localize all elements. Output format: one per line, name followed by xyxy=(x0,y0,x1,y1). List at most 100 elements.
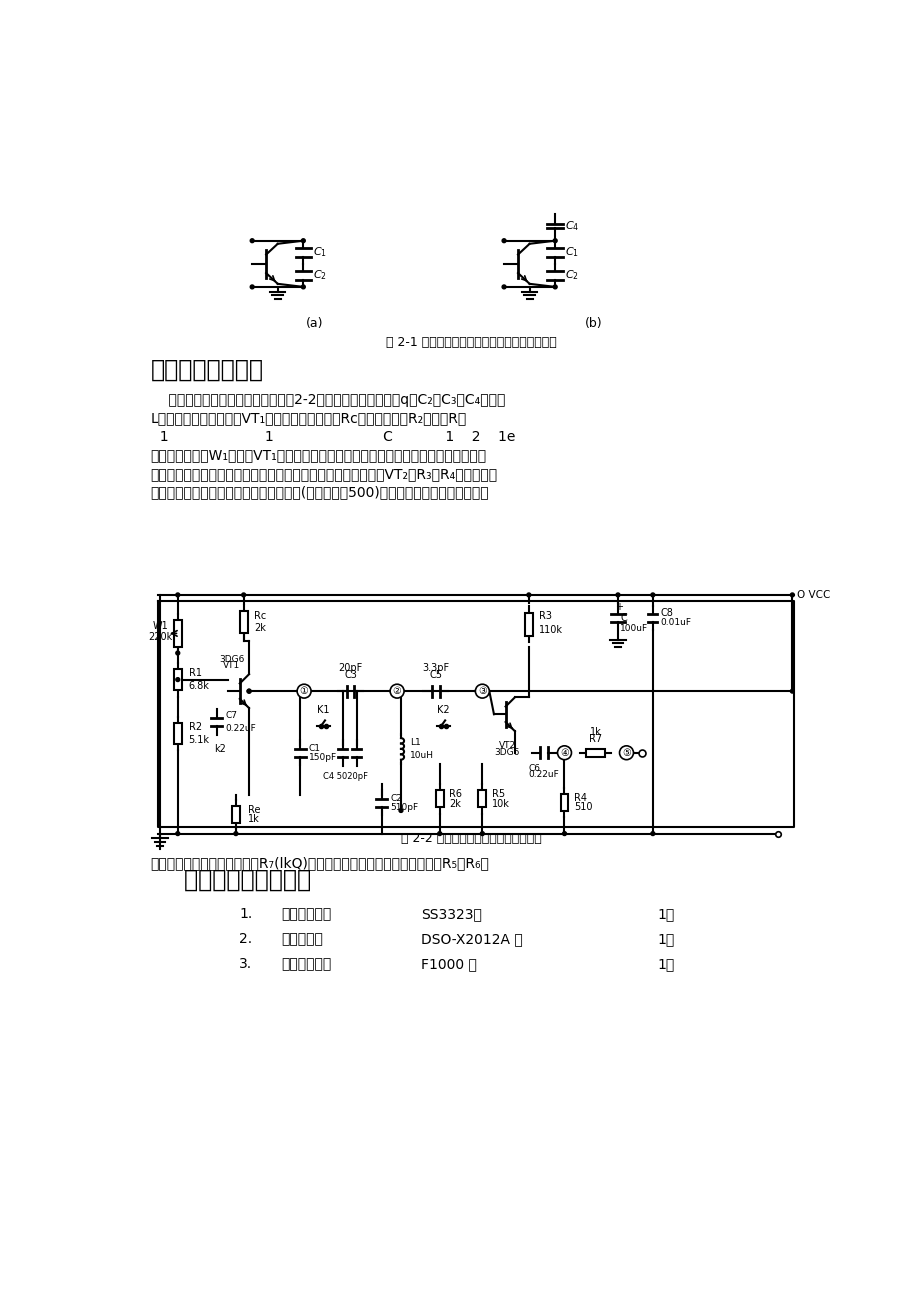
Circle shape xyxy=(552,285,557,289)
Circle shape xyxy=(502,285,505,289)
Text: 四、实验仪器及设备: 四、实验仪器及设备 xyxy=(151,868,311,892)
Circle shape xyxy=(651,832,654,836)
Text: 100uF: 100uF xyxy=(619,624,648,633)
Text: 隔离作用的射随器。另外，为了用频率计(输入阻抗为500)测量振荡器工作频率时不影响: 隔离作用的射随器。另外，为了用频率计(输入阻抗为500)测量振荡器工作频率时不影… xyxy=(151,486,489,499)
Text: R2: R2 xyxy=(188,723,201,732)
Circle shape xyxy=(437,832,441,836)
Text: 数字示波器: 数字示波器 xyxy=(281,932,323,946)
Text: $C_4$: $C_4$ xyxy=(564,220,579,233)
Text: ④: ④ xyxy=(560,747,568,758)
Text: ①: ① xyxy=(300,686,308,697)
Text: 5.1k: 5.1k xyxy=(188,734,210,745)
Text: 图 2-1 电容反馈三点式振荡器的交流等效电路图: 图 2-1 电容反馈三点式振荡器的交流等效电路图 xyxy=(386,335,556,348)
Text: 2.: 2. xyxy=(239,932,252,946)
Text: C4 5020pF: C4 5020pF xyxy=(323,772,368,781)
Circle shape xyxy=(301,285,305,289)
Circle shape xyxy=(616,593,619,597)
Text: VT2: VT2 xyxy=(498,741,516,750)
Bar xyxy=(240,611,247,633)
Circle shape xyxy=(789,593,793,597)
Circle shape xyxy=(475,684,489,698)
Text: 图 2-2 改进型电容反馈振荡器实验电路: 图 2-2 改进型电容反馈振荡器实验电路 xyxy=(401,832,541,845)
Text: C: C xyxy=(619,614,627,623)
Text: K1: K1 xyxy=(317,706,329,715)
Text: 110k: 110k xyxy=(539,625,562,636)
Text: C6: C6 xyxy=(528,763,540,772)
Text: K2: K2 xyxy=(437,706,449,715)
Text: 3DG6: 3DG6 xyxy=(494,747,519,757)
Text: 20pF: 20pF xyxy=(338,663,362,672)
Text: Rc: Rc xyxy=(255,611,267,620)
Text: $C_1$: $C_1$ xyxy=(313,246,327,259)
Text: ⑤: ⑤ xyxy=(621,747,630,758)
Circle shape xyxy=(176,677,179,681)
Text: 510pF: 510pF xyxy=(390,803,418,812)
Text: 1.: 1. xyxy=(239,907,252,922)
Text: $C_1$: $C_1$ xyxy=(564,246,579,259)
Circle shape xyxy=(301,689,306,693)
Circle shape xyxy=(399,809,403,812)
Circle shape xyxy=(480,689,483,693)
Text: 1                      1                         C            1    2    1e: 1 1 C 1 2 1e xyxy=(151,430,515,445)
Circle shape xyxy=(502,239,505,243)
Text: 1台: 1台 xyxy=(657,957,674,971)
Text: R7: R7 xyxy=(588,733,601,744)
Circle shape xyxy=(233,832,238,836)
Text: Re: Re xyxy=(247,805,260,815)
Text: C3: C3 xyxy=(344,670,357,680)
Text: SS3323型: SS3323型 xyxy=(421,907,482,922)
Text: 2k: 2k xyxy=(448,798,460,809)
Text: 衡状态，也要兼顾开始建立振荡时有足够大的电压增益。晶体管VT₂与R₃、R₄组成一级起: 衡状态，也要兼顾开始建立振荡时有足够大的电压增益。晶体管VT₂与R₃、R₄组成一… xyxy=(151,467,497,481)
Text: 3.3pF: 3.3pF xyxy=(422,663,448,672)
Bar xyxy=(174,668,181,690)
Circle shape xyxy=(395,689,399,693)
Text: 0.22uF: 0.22uF xyxy=(225,724,256,733)
Circle shape xyxy=(301,239,305,243)
Text: +: + xyxy=(615,602,623,612)
Text: R1: R1 xyxy=(188,668,201,679)
Text: C1: C1 xyxy=(309,744,321,753)
Text: 1台: 1台 xyxy=(657,907,674,922)
Text: W1: W1 xyxy=(153,620,168,630)
Circle shape xyxy=(552,239,557,243)
Text: (a): (a) xyxy=(306,317,323,330)
Circle shape xyxy=(562,751,566,755)
Text: 1k: 1k xyxy=(589,728,601,737)
Bar xyxy=(525,612,532,636)
Text: (b): (b) xyxy=(584,317,602,330)
Circle shape xyxy=(250,239,254,243)
Text: 直流稳压电源: 直流稳压电源 xyxy=(281,907,332,922)
Bar xyxy=(585,749,604,757)
Text: 三、实验电路说明: 三、实验电路说明 xyxy=(151,358,264,381)
Text: O VCC: O VCC xyxy=(796,590,830,599)
Text: C8: C8 xyxy=(660,608,673,619)
Circle shape xyxy=(250,285,254,289)
Circle shape xyxy=(651,593,654,597)
Text: 10uH: 10uH xyxy=(410,750,434,759)
Circle shape xyxy=(176,593,179,597)
Text: 1台: 1台 xyxy=(657,932,674,946)
Bar xyxy=(436,790,443,807)
Circle shape xyxy=(247,689,251,693)
Circle shape xyxy=(557,746,571,759)
Text: F1000 型: F1000 型 xyxy=(421,957,476,971)
Circle shape xyxy=(247,689,251,693)
Text: C2: C2 xyxy=(390,794,402,802)
Text: 0.22uF: 0.22uF xyxy=(528,771,559,780)
Bar xyxy=(478,790,486,807)
Text: 150pF: 150pF xyxy=(309,753,336,762)
Text: 220k: 220k xyxy=(149,632,173,642)
Text: 数字式频率计: 数字式频率计 xyxy=(281,957,332,971)
Circle shape xyxy=(390,684,403,698)
Text: 成，改变电位器W₁可改变VT₁的静态工作点。静态电流的选择既要保证振荡处于截止平: 成，改变电位器W₁可改变VT₁的静态工作点。静态电流的选择既要保证振荡处于截止平 xyxy=(151,448,486,463)
Text: C7: C7 xyxy=(225,711,238,720)
Circle shape xyxy=(789,689,793,693)
Text: 本实验电路采用西勒振荡器，如图2-2所示。由图可知，电容q、C₂、C₃、C₄和电感: 本实验电路采用西勒振荡器，如图2-2所示。由图可知，电容q、C₂、C₃、C₄和电… xyxy=(151,393,505,407)
Text: L组成振荡回路。晶体管VT₁的集电极直流负载为Rc，偏置电路由R₂、、和R构: L组成振荡回路。晶体管VT₁的集电极直流负载为Rc，偏置电路由R₂、、和R构 xyxy=(151,412,467,425)
Text: R3: R3 xyxy=(539,611,551,621)
Text: k2: k2 xyxy=(214,744,226,754)
Circle shape xyxy=(618,746,633,759)
Text: 3.: 3. xyxy=(239,957,252,971)
Text: 电路的正常工作，接入了电阻R₇(lkQ)。图中振荡器的交流负载实验电阻为R₅、R₆。: 电路的正常工作，接入了电阻R₇(lkQ)。图中振荡器的交流负载实验电阻为R₅、R… xyxy=(151,857,489,871)
Bar xyxy=(174,620,181,647)
